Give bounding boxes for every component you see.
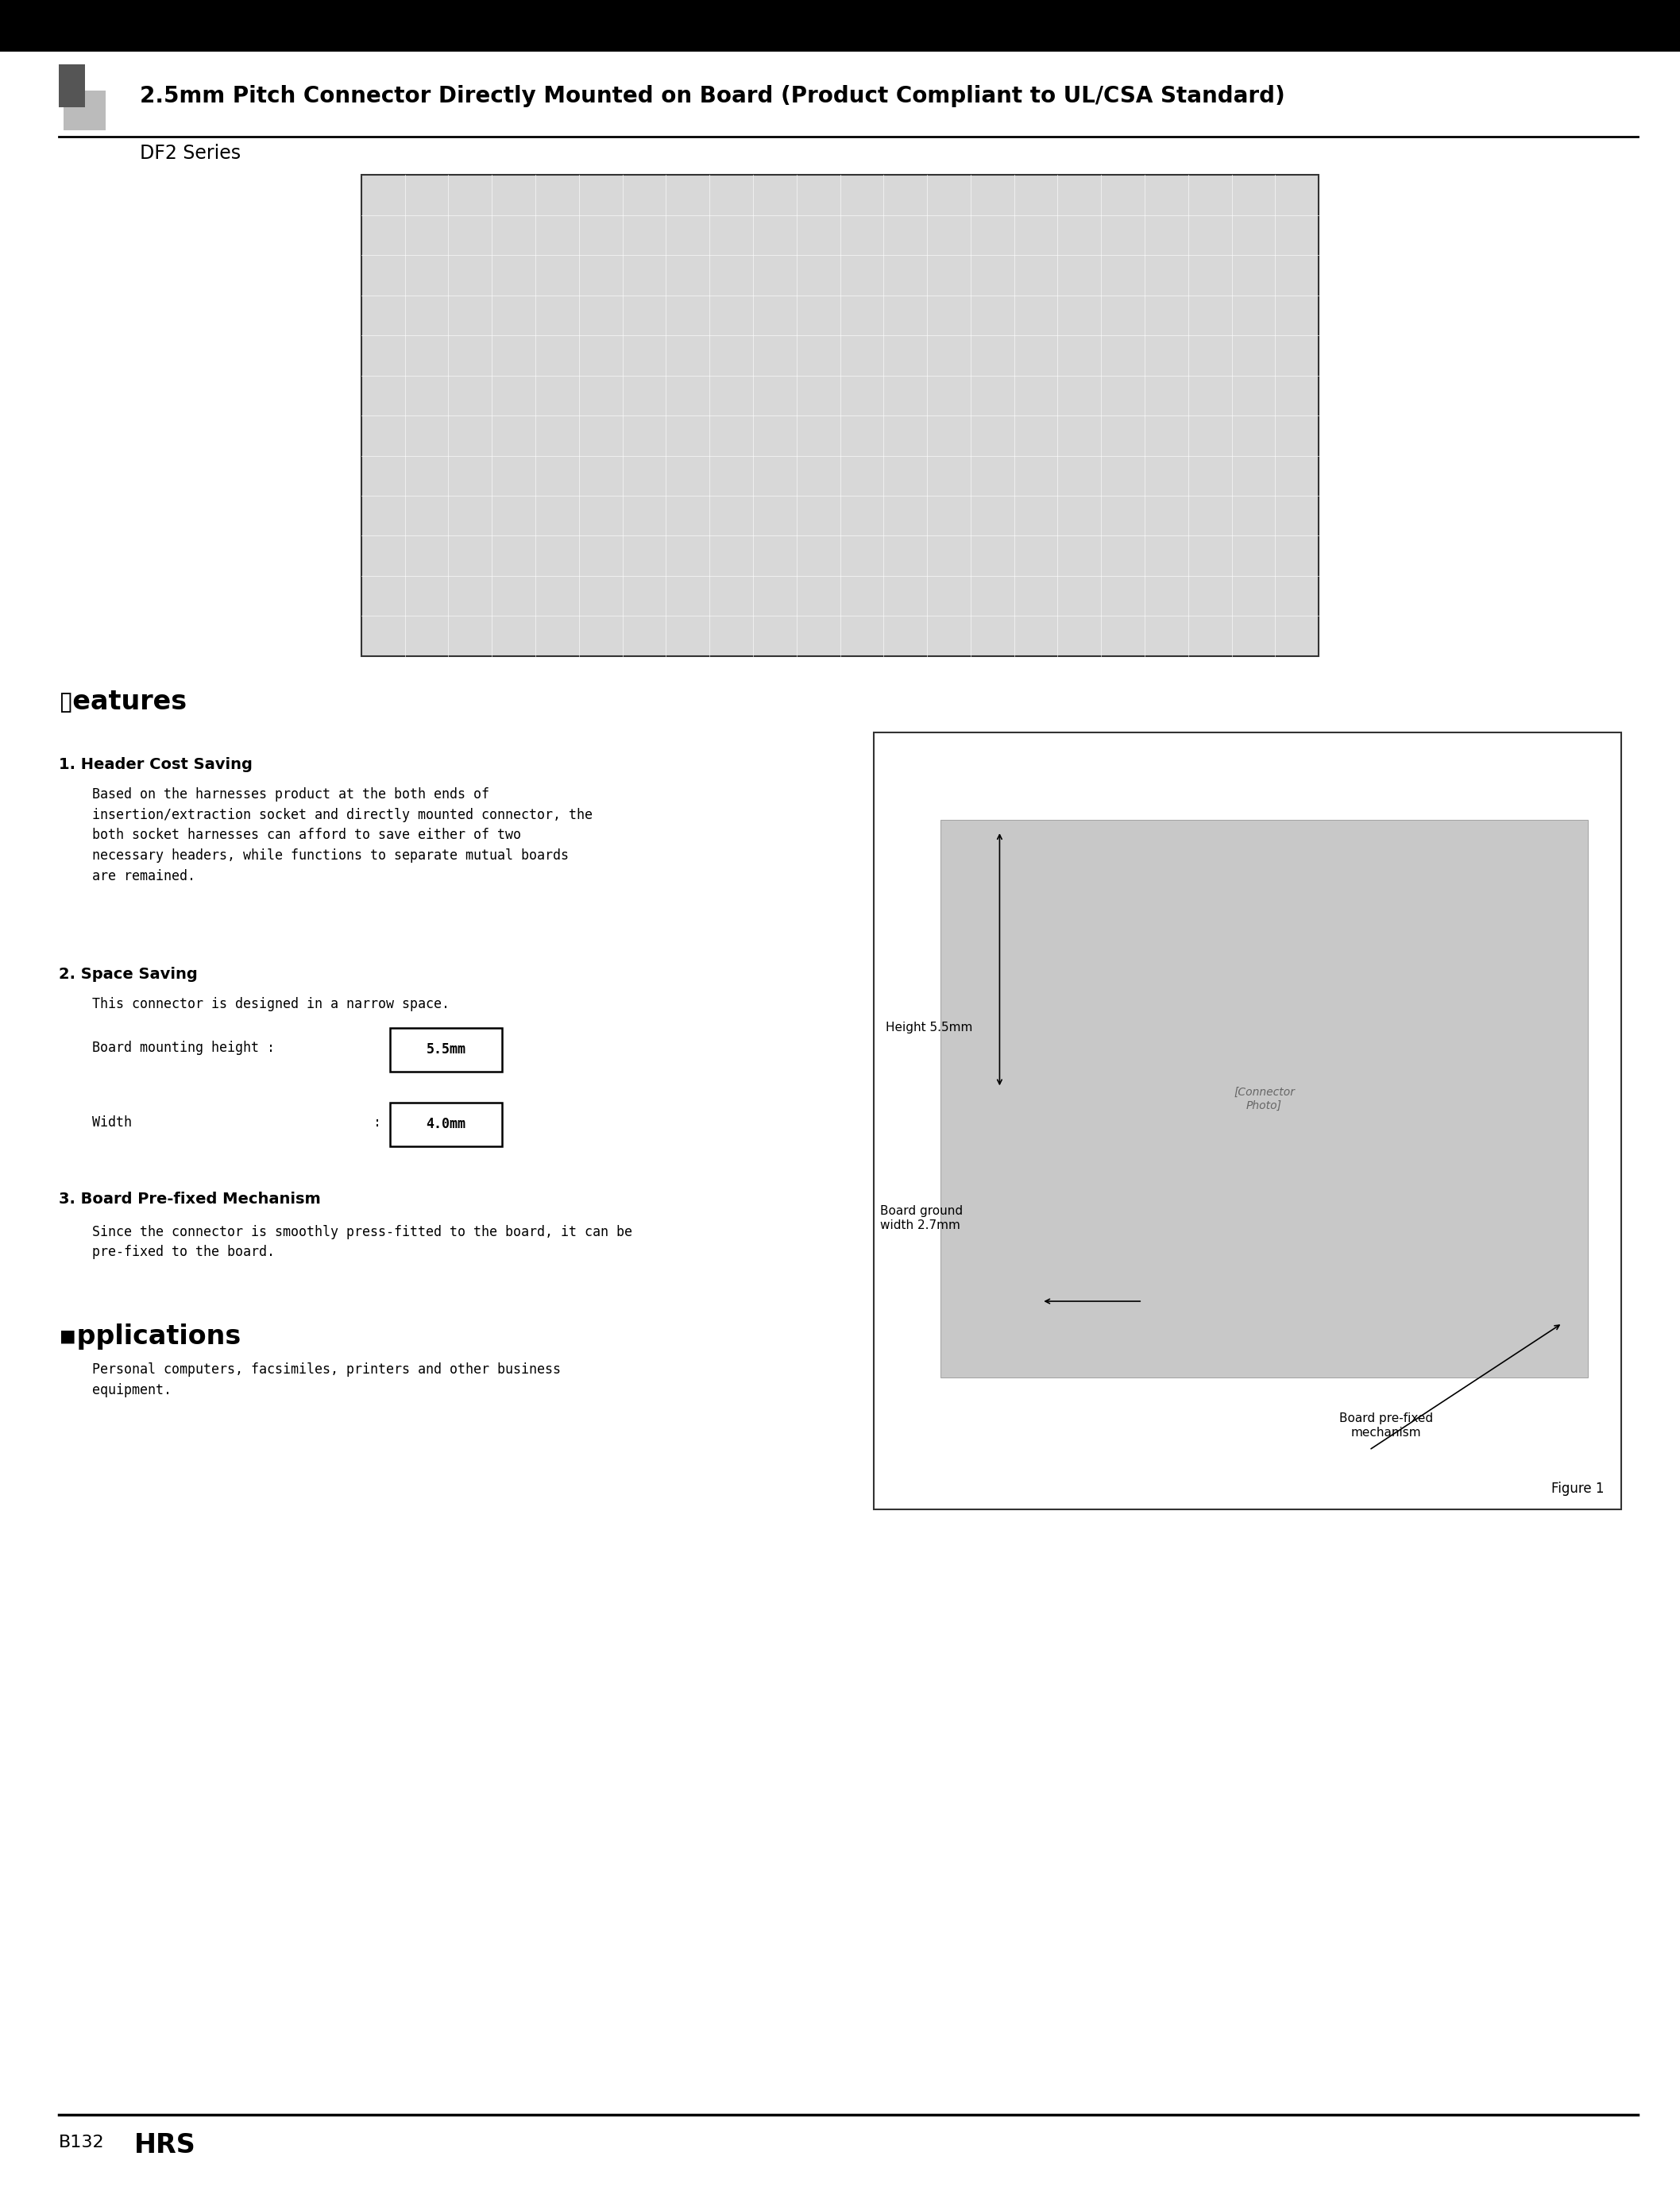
Text: 5.5mm: 5.5mm bbox=[427, 1043, 465, 1056]
Text: [Connector
Photo]: [Connector Photo] bbox=[1233, 1087, 1295, 1111]
Text: HRS: HRS bbox=[134, 2132, 197, 2159]
Text: Figure 1: Figure 1 bbox=[1552, 1481, 1604, 1496]
Text: Based on the harnesses product at the both ends of
insertion/extraction socket a: Based on the harnesses product at the bo… bbox=[92, 787, 593, 884]
Text: This connector is designed in a narrow space.: This connector is designed in a narrow s… bbox=[92, 997, 450, 1013]
Text: ▯eatures: ▯eatures bbox=[59, 689, 188, 715]
Text: Height 5.5mm: Height 5.5mm bbox=[885, 1021, 973, 1034]
Text: Board pre-fixed
mechanism: Board pre-fixed mechanism bbox=[1339, 1413, 1433, 1439]
Bar bbox=[59, 63, 84, 107]
Bar bbox=[874, 733, 1621, 1509]
Text: B132: B132 bbox=[59, 2135, 104, 2150]
Bar bbox=[361, 175, 1319, 656]
Bar bbox=[64, 90, 106, 131]
Text: 2. Space Saving: 2. Space Saving bbox=[59, 967, 198, 982]
Text: Board ground
width 2.7mm: Board ground width 2.7mm bbox=[880, 1205, 963, 1231]
Text: 3. Board Pre-fixed Mechanism: 3. Board Pre-fixed Mechanism bbox=[59, 1192, 321, 1207]
Text: Personal computers, facsimiles, printers and other business
equipment.: Personal computers, facsimiles, printers… bbox=[92, 1363, 561, 1397]
Text: 1. Header Cost Saving: 1. Header Cost Saving bbox=[59, 757, 252, 772]
Text: Width: Width bbox=[92, 1115, 133, 1131]
Text: Since the connector is smoothly press-fitted to the board, it can be
pre-fixed t: Since the connector is smoothly press-fi… bbox=[92, 1225, 633, 1260]
Text: :: : bbox=[373, 1115, 381, 1131]
Bar bbox=[941, 820, 1588, 1378]
Bar bbox=[390, 1102, 502, 1146]
Text: 4.0mm: 4.0mm bbox=[427, 1118, 465, 1131]
Text: DF2 Series: DF2 Series bbox=[139, 144, 240, 162]
Text: Board mounting height :: Board mounting height : bbox=[92, 1041, 276, 1056]
Text: ▪pplications: ▪pplications bbox=[59, 1323, 240, 1349]
Bar bbox=[390, 1028, 502, 1072]
Bar bbox=[0, 0, 1680, 50]
Text: 2.5mm Pitch Connector Directly Mounted on Board (Product Compliant to UL/CSA Sta: 2.5mm Pitch Connector Directly Mounted o… bbox=[139, 85, 1285, 107]
